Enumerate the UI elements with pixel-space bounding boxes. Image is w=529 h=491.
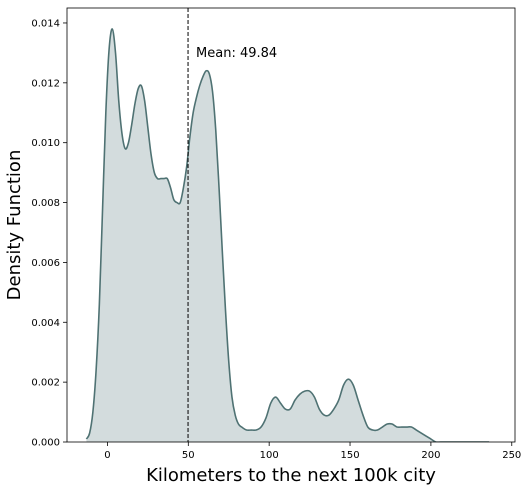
y-tick-label: 0.004 bbox=[31, 318, 60, 329]
x-tick-label: 150 bbox=[340, 450, 359, 461]
x-tick-label: 200 bbox=[421, 450, 440, 461]
x-tick-label: 100 bbox=[260, 450, 279, 461]
y-tick-label: 0.014 bbox=[31, 18, 60, 29]
density-line bbox=[85, 28, 490, 442]
x-tick-label: 50 bbox=[182, 450, 195, 461]
y-tick-label: 0.012 bbox=[31, 78, 60, 89]
plot-area bbox=[85, 8, 490, 442]
y-tick-label: 0.006 bbox=[31, 258, 60, 269]
y-tick-label: 0.008 bbox=[31, 198, 60, 209]
x-tick-label: 0 bbox=[104, 450, 110, 461]
y-tick-label: 0.002 bbox=[31, 378, 60, 389]
y-tick-label: 0.000 bbox=[31, 438, 60, 449]
axes: 0 50 100 150 200 250 0.000 0.002 0.004 0.006 0.008… bbox=[31, 7, 521, 461]
plot-frame bbox=[66, 7, 516, 443]
y-axis-label: Density Function bbox=[4, 150, 25, 301]
x-tick-label: 250 bbox=[502, 450, 521, 461]
y-tick-label: 0.010 bbox=[31, 138, 60, 149]
x-axis-label: Kilometers to the next 100k city bbox=[146, 465, 436, 486]
mean-annotation: Mean: 49.84 bbox=[196, 46, 277, 61]
density-fill bbox=[86, 28, 490, 442]
